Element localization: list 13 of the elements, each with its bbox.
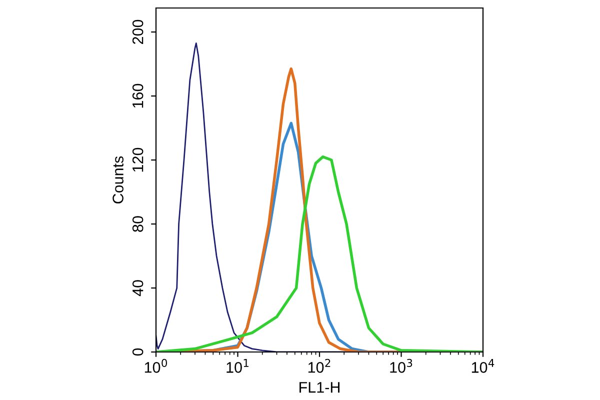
x-tick-label: 10$^{4}$ (472, 359, 494, 373)
y-axis-title: Counts (112, 156, 124, 204)
x-tick-label: 10$^{1}$ (226, 359, 248, 373)
x-tick-label: 10$^{2}$ (308, 358, 330, 373)
y-tick-label: 0 (132, 348, 144, 356)
x-axis-title: FL1-H (300, 382, 340, 393)
y-tick-label: 160 (132, 84, 144, 108)
y-tick-label: 200 (132, 20, 144, 44)
y-tick-label: 120 (132, 148, 144, 172)
y-tick-label: 40 (132, 280, 144, 296)
x-tick-label: 10$^{3}$ (390, 358, 412, 373)
x-tick-label: 10$^{0}$ (144, 358, 168, 373)
y-tick-label: 80 (132, 216, 144, 232)
